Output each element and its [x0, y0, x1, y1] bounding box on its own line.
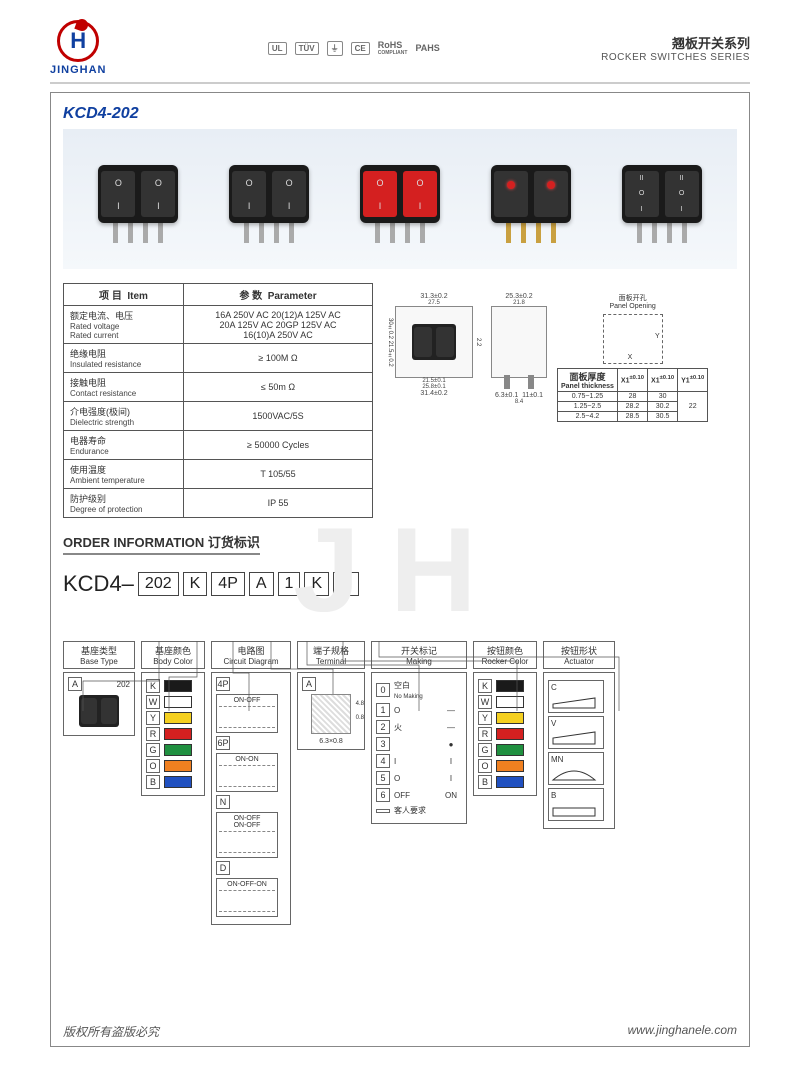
spec-item: 介电强度(极间)Dielectric strength — [64, 402, 184, 431]
actuator-option: V — [548, 716, 604, 749]
specs-and-drawings: 项 目 Item 参 数 Parameter 额定电流、电压Rated volt… — [63, 283, 737, 518]
color-option: G — [146, 743, 200, 757]
color-option: R — [478, 727, 532, 741]
legend-rocker-color: 按钮颜色Rocker Color KWYRGOB — [473, 641, 537, 796]
series-title-cn: 翘板开关系列 — [601, 33, 750, 52]
panel-thickness-table: 面板厚度Panel thickness X1±0.10 X1±0.10 Y1±0… — [557, 368, 708, 422]
legend-marking: 开关标记Making 0空白No Making1O—2火—3●4II5OI6OF… — [371, 641, 467, 824]
cert-globe: ⏚ — [327, 41, 343, 56]
spec-item: 绝缘电阻Insulated resistance — [64, 344, 184, 373]
datasheet-frame: JH KCD4-202 OIOI OIOI OIOI IIOIIIOI 项 目 … — [50, 92, 750, 1047]
marking-option: 客人要求 — [376, 805, 462, 816]
legend-circuit: 电路图Circuit Diagram 4P ON-OFF6P ON-ONN ON… — [211, 641, 291, 925]
circuit-option: 4P ON-OFF — [216, 677, 286, 733]
color-option: B — [146, 775, 200, 789]
circuit-option: N ON-OFF ON-OFF — [216, 795, 286, 858]
spec-item: 防护级别Degree of protection — [64, 489, 184, 518]
order-part-marking: 1 — [278, 572, 301, 596]
color-option: W — [146, 695, 200, 709]
marking-option: 1O— — [376, 703, 462, 717]
logo-mark: H — [57, 20, 99, 62]
website-url: www.jinghanele.com — [628, 1023, 737, 1040]
order-part-circuit: 4P — [211, 572, 245, 596]
actuator-option: C — [548, 680, 604, 713]
actuator-option: MN — [548, 752, 604, 785]
product-variant-1: OIOI — [93, 149, 183, 249]
spec-value: 16A 250V AC 20(12)A 125V AC 20A 125V AC … — [184, 306, 373, 344]
watermark: JH — [293, 501, 506, 639]
marking-option: 4II — [376, 754, 462, 768]
drawing-front-view: 31.3±0.2 27.5 30±0.2 21.5±0.2 2.2 21.5±0… — [387, 293, 481, 397]
order-part-base: 202 — [138, 572, 179, 596]
panel-opening: 面板开孔Panel Opening Y X 面板厚度Panel thicknes… — [557, 293, 708, 422]
order-info-heading: ORDER INFORMATION 订货标识 — [63, 532, 260, 555]
color-option: W — [478, 695, 532, 709]
marking-option: 0空白No Making — [376, 680, 462, 700]
spec-item: 电器寿命Endurance — [64, 431, 184, 460]
order-part-terminal: A — [249, 572, 274, 596]
order-part-rocker: K — [304, 572, 329, 596]
product-variant-5: IIOIIIOI — [617, 149, 707, 249]
spec-value: 1500VAC/5S — [184, 402, 373, 431]
spec-value: ≥ 50000 Cycles — [184, 431, 373, 460]
color-option: K — [478, 679, 532, 693]
cert-pahs: PAHS — [415, 43, 439, 53]
marking-option: 5OI — [376, 771, 462, 785]
cert-ce: CE — [351, 42, 370, 55]
cert-rohs: RoHSCOMPLIANT — [378, 40, 408, 56]
color-option: Y — [478, 711, 532, 725]
color-option: O — [146, 759, 200, 773]
marking-option: 3● — [376, 737, 462, 751]
spec-item: 额定电流、电压Rated voltageRated current — [64, 306, 184, 344]
copyright-notice: 版权所有盗版必究 — [63, 1023, 159, 1040]
product-variant-3: OIOI — [355, 149, 445, 249]
legend-terminal: 端子规格Terminal A 4.8 0.8 6.3×0.8 — [297, 641, 365, 750]
color-option: O — [478, 759, 532, 773]
series-title: 翘板开关系列 ROCKER SWITCHES SERIES — [601, 33, 750, 63]
spec-value: IP 55 — [184, 489, 373, 518]
order-part-body: K — [183, 572, 208, 596]
spec-item: 接触电阻Contact resistance — [64, 373, 184, 402]
brand-name: JINGHAN — [50, 64, 107, 76]
spec-table: 项 目 Item 参 数 Parameter 额定电流、电压Rated volt… — [63, 283, 373, 518]
color-option: G — [478, 743, 532, 757]
order-legend-row: 基座类型Base Type A202 基座颜色Body Color KWYRGO… — [63, 641, 737, 925]
product-gallery: OIOI OIOI OIOI IIOIIIOI — [63, 129, 737, 269]
circuit-option: 6P ON-ON — [216, 736, 286, 792]
order-prefix: KCD4– — [63, 571, 134, 597]
page-footer: 版权所有盗版必究 www.jinghanele.com — [63, 1023, 737, 1040]
cert-ul: UL — [268, 42, 287, 55]
circuit-option: D ON-OFF-ON — [216, 861, 286, 917]
color-option: Y — [146, 711, 200, 725]
color-option: K — [146, 679, 200, 693]
cert-tuv: TÜV — [295, 42, 319, 55]
actuator-option: B — [548, 788, 604, 821]
technical-drawings: 31.3±0.2 27.5 30±0.2 21.5±0.2 2.2 21.5±0… — [387, 283, 737, 518]
spec-value: ≥ 100M Ω — [184, 344, 373, 373]
series-title-en: ROCKER SWITCHES SERIES — [601, 52, 750, 63]
drawing-side-view: 25.3±0.2 21.8 6.3±0.1 11±0.1 8.4 — [491, 293, 547, 405]
order-code-example: KCD4– 202 K 4P A 1 K C — [63, 571, 737, 597]
product-variant-2: OIOI — [224, 149, 314, 249]
legend-body-color: 基座颜色Body Color KWYRGOB — [141, 641, 205, 796]
marking-option: 6OFFON — [376, 788, 462, 802]
spec-item: 使用温度Ambient temperature — [64, 460, 184, 489]
model-number: KCD4-202 — [63, 105, 737, 123]
marking-option: 2火— — [376, 720, 462, 734]
color-option: B — [478, 775, 532, 789]
brand-logo: H JINGHAN — [50, 20, 107, 76]
order-part-actuator: C — [333, 572, 359, 596]
legend-base-type: 基座类型Base Type A202 — [63, 641, 135, 736]
product-variant-4 — [486, 149, 576, 249]
legend-actuator: 按钮形状Actuator CVMNB — [543, 641, 615, 829]
color-option: R — [146, 727, 200, 741]
spec-value: T 105/55 — [184, 460, 373, 489]
certification-marks: UL TÜV ⏚ CE RoHSCOMPLIANT PAHS — [268, 40, 440, 56]
page-header: H JINGHAN UL TÜV ⏚ CE RoHSCOMPLIANT PAHS… — [50, 20, 750, 84]
spec-value: ≤ 50m Ω — [184, 373, 373, 402]
